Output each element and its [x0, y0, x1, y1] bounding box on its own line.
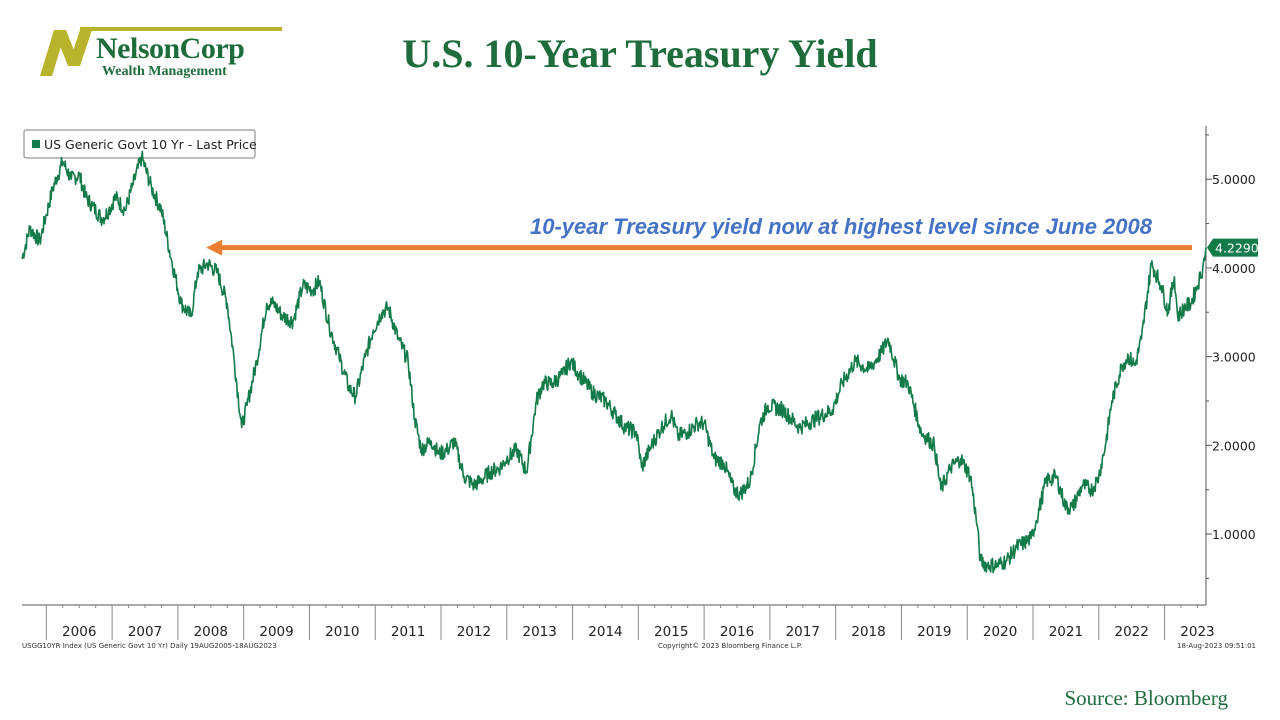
- legend-label: US Generic Govt 10 Yr - Last Price: [44, 137, 257, 152]
- x-tick-label: 2011: [391, 624, 425, 640]
- annotation-text: 10-year Treasury yield now at highest le…: [530, 214, 1153, 239]
- series-line: [21, 150, 1207, 574]
- line-chart: 2006 2007 2008 2009 2010 2011 2012 2013 2014 2015…: [21, 126, 1259, 650]
- logo-n-icon: [40, 30, 92, 76]
- logo-name: NelsonCorp: [96, 32, 245, 65]
- chart-legend: US Generic Govt 10 Yr - Last Price: [23, 129, 257, 159]
- arrow-head: [206, 239, 223, 256]
- x-tick-label: 2007: [128, 624, 162, 640]
- logo-subtitle: Wealth Management: [102, 64, 227, 79]
- last-value-tag: [1207, 238, 1258, 257]
- legend-swatch: [32, 140, 40, 148]
- y-tick-label: 2.0000: [1212, 438, 1256, 453]
- x-tick-label: 2010: [325, 624, 359, 640]
- y-tick-label: 5.0000: [1212, 172, 1256, 187]
- x-tick-label: 2018: [851, 624, 885, 640]
- source-note: Source: Bloomberg: [1064, 686, 1228, 710]
- page-title: U.S. 10-Year Treasury Yield: [402, 31, 878, 76]
- chart-frame: 2006 2007 2008 2009 2010 2011 2012 2013 2014 2015…: [22, 126, 1256, 640]
- x-tick-label: 2016: [720, 624, 754, 640]
- x-tick-label: 2006: [62, 624, 96, 640]
- x-tick-label: 2008: [194, 624, 228, 640]
- footer-timestamp: 18-Aug-2023 09:51:01: [1177, 642, 1256, 650]
- footer-ticker: USGG10YR Index (US Generic Govt 10 Yr) D…: [22, 642, 277, 650]
- x-tick-label: 2015: [654, 624, 688, 640]
- x-tick-label: 2012: [457, 624, 491, 640]
- x-tick-label: 2022: [1114, 624, 1148, 640]
- x-tick-label: 2017: [786, 624, 820, 640]
- y-tick-label: 4.0000: [1212, 261, 1256, 276]
- y-tick-label: 3.0000: [1212, 350, 1256, 365]
- last-value-label: 4.2290: [1215, 241, 1259, 256]
- footer-copyright: Copyright© 2023 Bloomberg Finance L.P.: [658, 642, 802, 650]
- logo-accent-bar: [80, 27, 282, 31]
- x-tick-label: 2013: [522, 624, 556, 640]
- x-tick-label: 2014: [588, 624, 622, 640]
- x-tick-label: 2023: [1180, 624, 1214, 640]
- company-logo: NelsonCorp Wealth Management: [36, 24, 282, 84]
- y-tick-label: 1.0000: [1212, 527, 1256, 542]
- x-tick-label: 2020: [983, 624, 1017, 640]
- x-tick-label: 2009: [259, 624, 293, 640]
- x-tick-label: 2019: [917, 624, 951, 640]
- x-tick-label: 2021: [1049, 624, 1083, 640]
